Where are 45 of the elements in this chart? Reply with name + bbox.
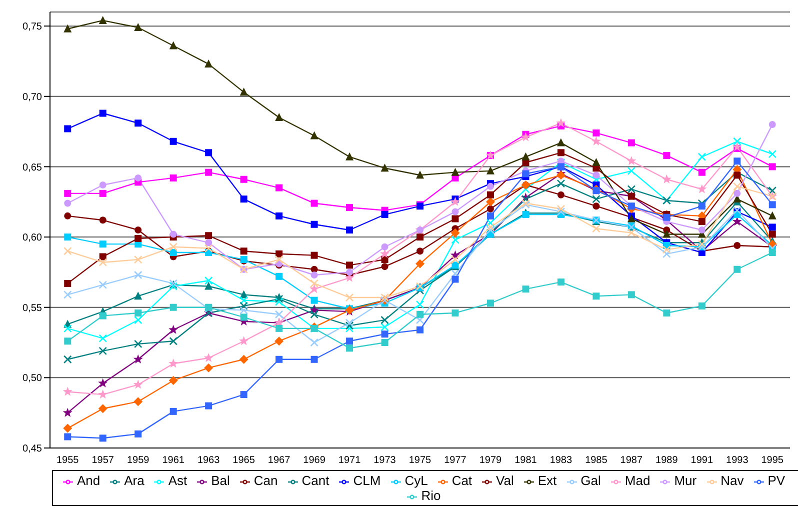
x-tick-label: 1987	[620, 455, 643, 466]
x-tick-label: 1963	[197, 455, 220, 466]
x-tick-label: 1973	[374, 455, 396, 466]
y-tick-label: 0,75	[22, 22, 42, 33]
y-tick-label: 0,45	[22, 444, 42, 455]
legend-label: Rio	[421, 488, 441, 503]
y-tick-label: 0,55	[22, 302, 42, 314]
legend-label: Ast	[168, 473, 188, 488]
legend-label: Ext	[538, 473, 557, 488]
x-tick-label: 1957	[92, 455, 114, 466]
x-tick-label: 1979	[479, 455, 502, 466]
x-tick-label: 1981	[514, 455, 538, 466]
y-tick-label: 0,60	[22, 232, 42, 244]
x-tick-label: 1977	[444, 455, 467, 466]
x-tick-label: 1985	[585, 455, 608, 466]
legend-label: Bal	[211, 473, 230, 488]
legend-label: Cat	[452, 473, 472, 488]
legend-label: And	[76, 473, 100, 488]
y-tick-label: 0,50	[22, 373, 42, 384]
x-tick-label: 1961	[162, 455, 185, 466]
legend-label: Nav	[720, 473, 744, 488]
x-tick-label: 1991	[690, 455, 714, 466]
legend-label: Cant	[302, 473, 330, 488]
x-tick-label: 1967	[268, 455, 291, 466]
y-tick-label: 0,70	[22, 92, 42, 103]
x-tick-label: 1995	[761, 455, 784, 466]
legend-label: PV	[768, 473, 786, 488]
legend-label: Val	[496, 473, 514, 488]
x-tick-label: 1959	[126, 455, 150, 466]
legend-label: Can	[254, 473, 278, 488]
x-tick-label: 1993	[726, 455, 749, 466]
x-tick-label: 1971	[338, 455, 362, 466]
legend-label: CLM	[353, 473, 381, 488]
x-tick-label: 1983	[550, 455, 573, 466]
x-tick-label: 1969	[303, 455, 326, 466]
x-tick-label: 1989	[656, 455, 678, 466]
legend-label: Ara	[124, 473, 144, 488]
legend-label: Gal	[580, 473, 601, 488]
legend-label: Mad	[624, 473, 650, 488]
x-tick-label: 1955	[56, 455, 80, 466]
x-tick-label: 1975	[408, 455, 432, 466]
legend-label: Mur	[674, 473, 697, 488]
legend-label: CyL	[404, 473, 428, 488]
y-tick-label: 0,65	[22, 162, 42, 174]
x-tick-label: 1965	[232, 455, 256, 466]
